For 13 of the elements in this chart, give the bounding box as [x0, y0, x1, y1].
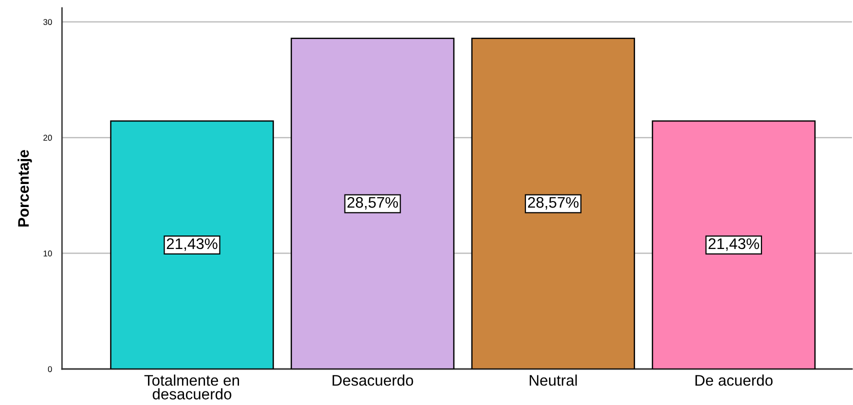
y-tick-label: 30 — [43, 19, 52, 25]
data-label: 21,43% — [708, 238, 760, 251]
x-tick-label: Desacuerdo — [332, 374, 414, 386]
data-label: 21,43% — [166, 238, 218, 251]
y-tick-label: 10 — [44, 250, 52, 256]
data-label: 28,57% — [347, 197, 398, 210]
x-tick-label: Totalmente en desacuerdo — [144, 374, 240, 400]
y-tick-label: 20 — [43, 134, 52, 141]
y-axis-title: Porcentaje — [18, 150, 32, 227]
y-tick-label: 0 — [48, 366, 52, 372]
x-tick-label: Neutral — [530, 374, 577, 386]
data-label: 28,57% — [528, 197, 579, 210]
x-tick-label: De acuerdo — [695, 374, 773, 386]
